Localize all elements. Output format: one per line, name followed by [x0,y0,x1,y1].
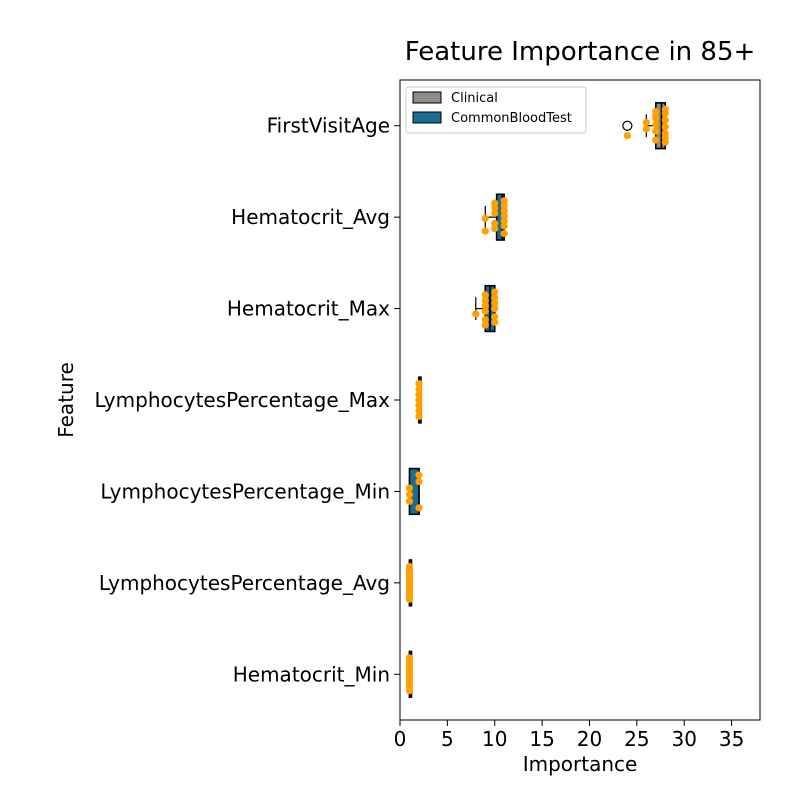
x-tick-label: 30 [671,727,696,751]
data-point [415,385,423,393]
data-point [491,204,499,212]
data-point [642,118,650,127]
data-point [652,114,660,122]
x-tick-label: 0 [394,727,407,751]
data-point [481,214,489,223]
data-point [481,296,489,304]
data-point [652,136,660,144]
data-point [652,127,660,135]
data-point [481,291,489,299]
data-point [415,396,423,404]
data-point [415,379,423,388]
y-axis-label: Feature [54,362,78,438]
data-point [415,390,423,399]
data-point [661,123,669,131]
x-tick-label: 20 [577,727,602,751]
x-tick-label: 5 [441,727,454,751]
plot-area [399,79,761,721]
box-outlier [622,120,633,131]
data-point [661,116,669,124]
data-point [415,477,423,486]
data-point [481,315,489,324]
data-point [500,217,508,225]
x-tick-label: 25 [624,727,649,751]
legend-label: CommonBloodTest [451,111,572,126]
data-point [661,138,669,146]
data-point [642,125,650,133]
y-tick-label: LymphocytesPercentage_Min [100,479,390,503]
legend-swatch [412,91,442,104]
data-point [491,304,499,313]
y-tick-label: LymphocytesPercentage_Avg [99,571,390,595]
x-tick-label: 35 [719,727,744,751]
data-point [405,497,414,505]
data-point [491,219,499,228]
data-point [500,212,508,220]
data-point [500,207,508,215]
data-point [623,131,631,140]
data-point [491,313,499,321]
y-tick-label: Hematocrit_Max [227,297,390,321]
chart-marks [405,102,669,698]
data-point [661,110,669,118]
y-tick-label: FirstVisitAge [267,114,390,138]
x-axis: 0 5 10 15 20 25 30 35 [394,720,744,751]
data-point [500,197,508,205]
x-axis-label: Importance [523,752,638,776]
legend-swatch [412,111,442,124]
data-point [481,227,489,235]
chart-title: Feature Importance in 85+ [405,37,756,67]
y-tick-label: Hematocrit_Avg [231,205,390,229]
data-point [481,307,489,315]
data-point [491,294,499,302]
data-point [491,299,499,307]
x-tick-label: 15 [529,727,554,751]
data-point [415,407,423,415]
data-point [415,401,423,410]
data-point [500,230,508,238]
data-point [481,321,489,329]
data-point [491,318,499,326]
data-point [405,595,414,603]
legend: Clinical CommonBloodTest [405,86,587,134]
data-point [405,484,414,492]
data-point [481,302,489,310]
data-point [405,687,414,695]
y-tick-label: LymphocytesPercentage_Max [95,388,391,412]
data-point [500,202,508,210]
data-point [415,471,423,479]
x-tick-label: 10 [482,727,507,751]
data-point [491,209,499,217]
data-point [652,121,660,129]
data-point [491,288,499,296]
legend-frame [405,86,587,134]
y-tick-label: Hematocrit_Min [233,662,390,686]
y-axis: FirstVisitAge Hematocrit_Avg Hematocrit_Ma… [95,114,400,686]
data-point [415,504,423,512]
data-point [472,310,480,318]
legend-label: Clinical [451,91,498,106]
data-point [415,412,423,421]
data-point [491,224,499,233]
data-point [405,491,414,499]
data-point [491,199,499,207]
data-point [500,222,508,230]
